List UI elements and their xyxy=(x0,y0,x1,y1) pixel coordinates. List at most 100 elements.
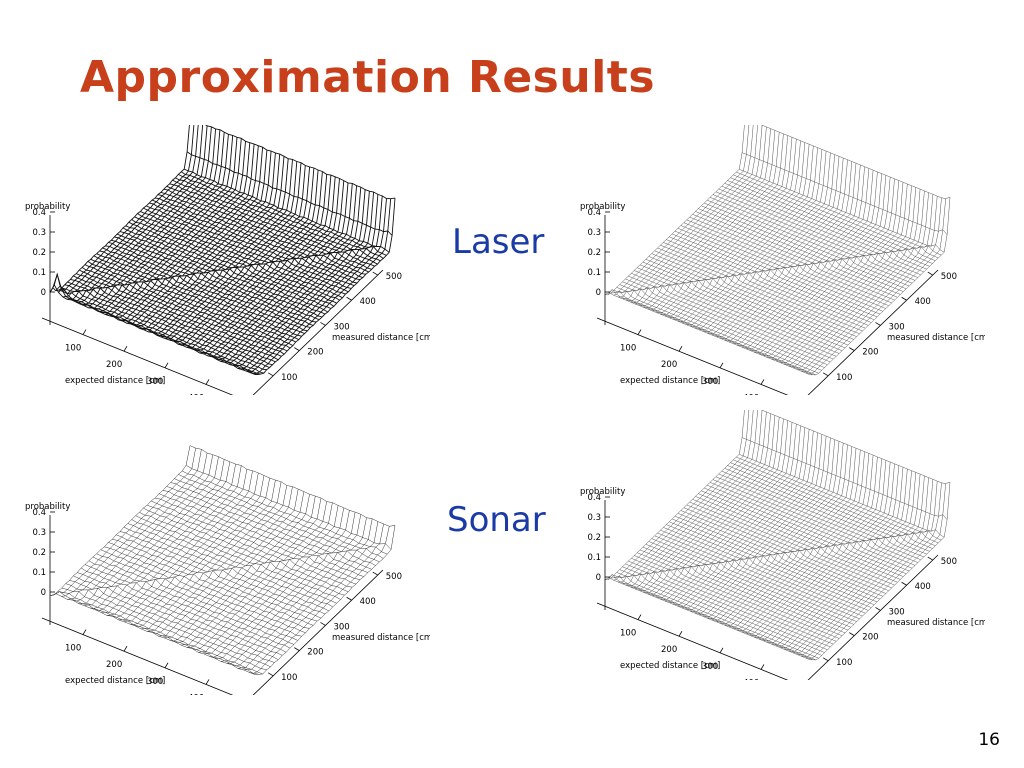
mesh-line xyxy=(737,171,878,346)
mesh-line xyxy=(728,453,870,628)
z-tick-label: 0.4 xyxy=(587,493,601,503)
y-axis-line xyxy=(807,269,939,395)
mesh-line xyxy=(195,176,336,352)
mesh-line xyxy=(622,125,763,300)
mesh-line xyxy=(220,187,362,362)
mesh-line xyxy=(639,417,780,591)
mesh-line xyxy=(209,510,350,658)
mesh-line xyxy=(711,161,853,336)
mesh-line xyxy=(762,467,904,642)
x-tick xyxy=(760,664,765,670)
x-axis-title: expected distance [cm] xyxy=(65,376,165,386)
mesh-line xyxy=(84,459,225,606)
x-tick xyxy=(205,679,210,685)
z-tick-label: 0 xyxy=(41,588,46,598)
mesh-line xyxy=(647,420,788,595)
mesh-line xyxy=(634,130,776,305)
x-tick-label: 100 xyxy=(65,344,81,354)
z-tick-label: 0.2 xyxy=(32,548,46,558)
x-tick-label: 300 xyxy=(702,662,718,672)
x-tick-label: 200 xyxy=(661,360,677,370)
mesh-line xyxy=(129,477,270,625)
mesh-line xyxy=(613,125,754,296)
mesh-line xyxy=(203,180,345,355)
mesh-line xyxy=(141,481,282,630)
y-tick-label: 200 xyxy=(862,348,878,358)
y-tick xyxy=(320,322,326,326)
mesh-line xyxy=(780,474,921,648)
mesh-line xyxy=(758,180,900,355)
mesh-line xyxy=(100,549,306,634)
mesh-line xyxy=(741,458,882,633)
mesh-line xyxy=(118,472,259,621)
x-tick-label: 400 xyxy=(188,693,204,695)
y-tick xyxy=(822,657,829,662)
mesh-line xyxy=(733,455,874,629)
y-tick-label: 300 xyxy=(333,322,349,332)
mesh-line xyxy=(178,169,319,345)
mesh-line xyxy=(724,166,865,341)
mesh-line xyxy=(634,415,776,590)
x-tick-label: 100 xyxy=(65,644,81,654)
x-tick xyxy=(637,329,642,335)
y-tick xyxy=(346,296,352,301)
y-tick-label: 200 xyxy=(307,348,323,358)
mesh-line xyxy=(754,463,895,638)
x-axis-line xyxy=(41,617,234,695)
y-tick xyxy=(267,372,274,377)
x-tick-label: 300 xyxy=(147,677,163,687)
x-tick xyxy=(82,329,87,335)
x-tick xyxy=(123,345,128,352)
y-tick-label: 100 xyxy=(281,673,297,683)
mesh-line xyxy=(254,198,396,376)
mesh-line xyxy=(246,198,387,372)
z-tick-label: 0.1 xyxy=(587,553,601,563)
mesh-line xyxy=(750,176,891,351)
y-tick-label: 500 xyxy=(386,572,402,582)
x-tick xyxy=(164,362,169,369)
z-axis-title: probability xyxy=(580,202,625,212)
mesh-line xyxy=(123,475,265,623)
mesh-line xyxy=(173,167,315,343)
mesh-line xyxy=(148,158,289,333)
z-axis-title: probability xyxy=(25,202,70,212)
mesh-line xyxy=(163,491,305,639)
mesh-line xyxy=(604,125,745,296)
x-axis-title: expected distance [cm] xyxy=(65,676,165,686)
mesh-line xyxy=(66,125,208,300)
z-tick-label: 0.1 xyxy=(587,268,601,278)
mesh-line xyxy=(771,185,912,360)
mesh-line xyxy=(681,149,823,324)
mesh-line xyxy=(801,482,942,657)
y-tick xyxy=(267,672,274,677)
surface-mesh xyxy=(49,445,396,675)
mesh-line xyxy=(146,485,288,632)
mesh-line xyxy=(780,189,921,363)
x-tick-label: 300 xyxy=(702,377,718,387)
y-axis-title: measured distance [cm] xyxy=(332,333,430,343)
y-tick xyxy=(901,296,907,301)
y-tick-label: 400 xyxy=(360,597,376,607)
y-axis-line xyxy=(252,269,384,395)
mesh-line xyxy=(677,432,818,607)
mesh-line xyxy=(58,125,199,295)
laser-row-label: Laser xyxy=(452,222,545,262)
y-tick xyxy=(927,271,933,276)
mesh-line xyxy=(652,137,793,312)
mesh-line xyxy=(669,144,810,319)
mesh-line xyxy=(758,465,900,640)
mesh-line xyxy=(673,145,814,320)
y-tick xyxy=(320,622,326,626)
mesh-line xyxy=(673,430,814,605)
mesh-line xyxy=(249,526,390,674)
x-tick xyxy=(164,662,169,669)
mesh-line xyxy=(61,587,267,670)
mesh-line xyxy=(152,486,293,634)
mesh-line xyxy=(810,482,951,661)
mesh-line xyxy=(101,138,242,314)
x-tick xyxy=(123,645,128,652)
mesh-line xyxy=(715,163,857,338)
y-tick-label: 300 xyxy=(333,622,349,632)
